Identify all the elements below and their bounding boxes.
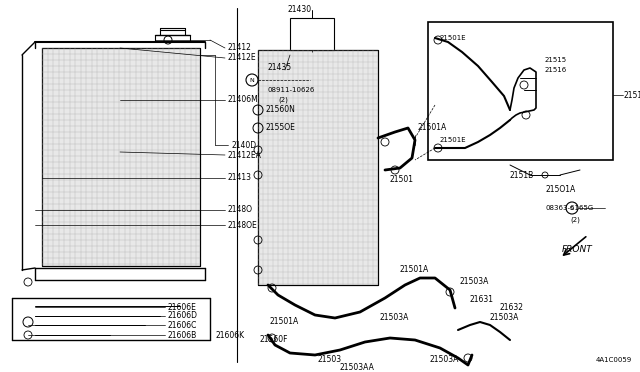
Text: 2140D: 2140D — [231, 141, 256, 150]
Text: 21606B: 21606B — [168, 330, 197, 340]
Text: 21632: 21632 — [500, 302, 524, 311]
Text: 21435: 21435 — [268, 64, 292, 73]
Text: 21412: 21412 — [228, 44, 252, 52]
Text: FRONT: FRONT — [562, 246, 593, 254]
Text: 21503A: 21503A — [460, 278, 490, 286]
Text: 2155OE: 2155OE — [265, 124, 295, 132]
Text: 21515: 21515 — [545, 57, 567, 63]
Text: 21516: 21516 — [545, 67, 567, 73]
Text: 2148O: 2148O — [228, 205, 253, 215]
Text: 21412E: 21412E — [228, 54, 257, 62]
Text: 21430: 21430 — [288, 6, 312, 15]
Text: 21503A: 21503A — [430, 356, 460, 365]
Bar — [258, 50, 378, 285]
Text: 21406M: 21406M — [228, 96, 259, 105]
Bar — [258, 50, 378, 285]
Text: 21606C: 21606C — [168, 321, 197, 330]
Text: N: N — [250, 77, 254, 83]
Text: 21606D: 21606D — [168, 311, 198, 321]
Text: 21503A: 21503A — [490, 314, 520, 323]
Text: 2151B: 2151B — [510, 170, 534, 180]
Text: 21606E: 21606E — [168, 302, 197, 311]
Bar — [42, 48, 200, 266]
Text: 21501A: 21501A — [270, 317, 300, 327]
Text: 21501E: 21501E — [440, 35, 467, 41]
Text: 21501A: 21501A — [400, 266, 429, 275]
Bar — [428, 22, 613, 160]
Text: 21503AA: 21503AA — [340, 362, 375, 372]
Text: 21510: 21510 — [624, 90, 640, 99]
Text: 21412EA: 21412EA — [228, 151, 262, 160]
Text: 21501E: 21501E — [440, 137, 467, 143]
Text: 21631: 21631 — [470, 295, 494, 305]
Text: 21560N: 21560N — [265, 106, 295, 115]
Text: S: S — [570, 205, 574, 211]
Text: 08363-6165G: 08363-6165G — [545, 205, 593, 211]
Text: 21560F: 21560F — [260, 336, 289, 344]
Text: 4A1C0059: 4A1C0059 — [596, 357, 632, 363]
Text: (2): (2) — [570, 217, 580, 223]
Text: 21503: 21503 — [318, 356, 342, 365]
Text: 08911-10626: 08911-10626 — [267, 87, 314, 93]
Text: 21606K: 21606K — [215, 330, 244, 340]
Text: (2): (2) — [278, 97, 288, 103]
Bar — [42, 48, 200, 266]
Bar — [290, 18, 334, 50]
Text: 21501: 21501 — [390, 176, 414, 185]
Text: 21413: 21413 — [228, 173, 252, 183]
Text: 21501A: 21501A — [418, 124, 447, 132]
Text: 21503A: 21503A — [380, 314, 410, 323]
Text: 215O1A: 215O1A — [545, 186, 575, 195]
Text: 2148OE: 2148OE — [228, 221, 258, 230]
